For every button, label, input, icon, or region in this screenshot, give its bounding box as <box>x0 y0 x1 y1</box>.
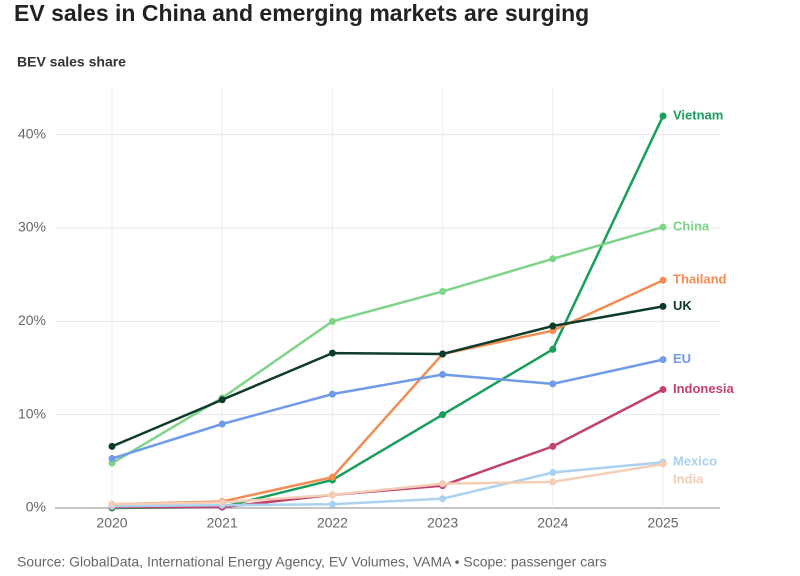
chart-title: EV sales in China and emerging markets a… <box>14 0 589 26</box>
data-point <box>328 390 336 398</box>
y-tick-label: 40% <box>18 125 46 141</box>
series-label: EU <box>673 351 691 366</box>
series-line <box>111 115 665 510</box>
data-point <box>218 498 226 506</box>
y-tick-label: 0% <box>26 499 46 515</box>
data-point <box>218 396 226 404</box>
data-point <box>549 380 557 388</box>
data-point <box>659 302 667 310</box>
x-tick-label: 2023 <box>427 515 458 531</box>
data-point <box>328 500 336 508</box>
x-tick-label: 2024 <box>537 515 568 531</box>
series-label: Vietnam <box>673 107 723 122</box>
series-label: Indonesia <box>673 381 734 396</box>
data-point <box>439 480 447 488</box>
data-point <box>659 223 667 231</box>
data-point <box>659 276 667 284</box>
data-point <box>549 322 557 330</box>
data-point <box>218 420 226 428</box>
data-point <box>108 455 116 463</box>
data-point <box>659 112 667 120</box>
data-point <box>439 350 447 358</box>
series-line <box>111 462 664 506</box>
series-label: UK <box>673 298 692 313</box>
source-note: Source: GlobalData, International Energy… <box>17 554 607 570</box>
y-tick-label: 10% <box>18 405 46 421</box>
data-point <box>549 442 557 450</box>
data-point <box>659 385 667 393</box>
x-tick-label: 2020 <box>96 515 127 531</box>
y-tick-label: 30% <box>18 219 46 235</box>
data-point <box>328 317 336 325</box>
data-point <box>549 345 557 353</box>
series-line <box>111 461 664 508</box>
series-label: China <box>673 219 710 234</box>
data-point <box>108 442 116 450</box>
data-point <box>108 500 116 508</box>
chart-subtitle: BEV sales share <box>17 54 126 70</box>
x-tick-label: 2021 <box>207 515 238 531</box>
series-line <box>111 305 664 448</box>
data-point <box>439 287 447 295</box>
data-point <box>328 349 336 357</box>
data-point <box>659 356 667 364</box>
data-point <box>328 473 336 481</box>
data-point <box>659 460 667 468</box>
data-point <box>549 255 557 263</box>
data-point <box>328 491 336 499</box>
data-point <box>549 478 557 486</box>
series-line <box>111 358 664 460</box>
series-line <box>111 225 664 465</box>
series-label: Mexico <box>673 454 717 469</box>
data-point <box>439 495 447 503</box>
x-tick-label: 2025 <box>647 515 678 531</box>
data-point <box>439 411 447 419</box>
x-tick-label: 2022 <box>317 515 348 531</box>
data-point <box>549 469 557 477</box>
y-tick-label: 20% <box>18 312 46 328</box>
series-label: India <box>673 472 704 487</box>
series-label: Thailand <box>673 272 727 287</box>
data-point <box>439 371 447 379</box>
